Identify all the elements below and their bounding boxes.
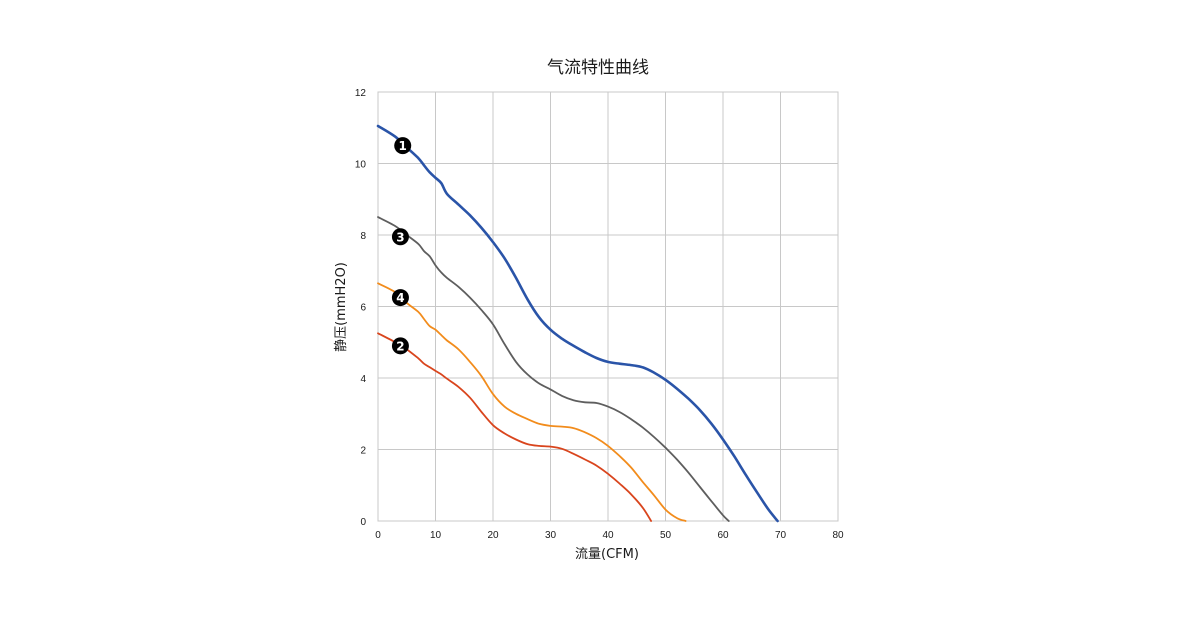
series-line-4	[377, 282, 687, 522]
series-line-2	[377, 332, 652, 522]
x-tick-label-50: 50	[660, 530, 672, 541]
x-axis-title: 流量(CFM)	[575, 547, 639, 562]
curve-marker-label-4: 4	[396, 291, 404, 305]
x-tick-label-20: 20	[487, 530, 499, 541]
y-tick-label-0: 0	[360, 517, 366, 528]
y-axis-ticks: 0 2 4 6 8 10 12	[355, 88, 367, 528]
curve-marker-circle-4	[391, 289, 409, 307]
curve-marker-label-1: 1	[399, 139, 407, 153]
grid-lines	[377, 91, 839, 522]
chart-title: 气流特性曲线	[547, 58, 649, 78]
curve-marker-3: 3	[391, 228, 409, 246]
series-line-1	[376, 124, 779, 523]
y-tick-label-12: 12	[355, 88, 367, 99]
curve-marker-2: 2	[391, 337, 409, 355]
x-tick-label-70: 70	[775, 530, 787, 541]
curve-marker-4: 4	[391, 289, 409, 307]
y-tick-label-2: 2	[360, 446, 366, 457]
x-tick-label-0: 0	[375, 530, 381, 541]
y-tick-label-6: 6	[360, 303, 366, 314]
x-tick-label-10: 10	[430, 530, 442, 541]
series-lines	[376, 124, 779, 523]
x-axis-ticks: 0 10 20 30 40 50 60 70 80	[375, 530, 844, 541]
y-tick-label-10: 10	[355, 160, 367, 171]
series-line-3	[377, 216, 730, 522]
curve-marker-circle-3	[391, 228, 409, 246]
x-tick-label-60: 60	[717, 530, 729, 541]
curve-marker-circle-1	[394, 137, 412, 155]
y-axis-title: 静压(mmH2O)	[334, 262, 349, 352]
curve-marker-circle-2	[391, 337, 409, 355]
y-tick-label-4: 4	[360, 374, 366, 385]
y-tick-label-8: 8	[360, 231, 366, 242]
x-tick-label-40: 40	[602, 530, 614, 541]
curve-marker-label-3: 3	[396, 230, 404, 244]
curve-markers: 1 3 4 2	[391, 137, 412, 355]
x-tick-label-30: 30	[545, 530, 557, 541]
curve-marker-1: 1	[394, 137, 412, 155]
curve-marker-label-2: 2	[396, 339, 404, 353]
x-tick-label-80: 80	[832, 530, 844, 541]
plot-frame	[377, 91, 839, 522]
